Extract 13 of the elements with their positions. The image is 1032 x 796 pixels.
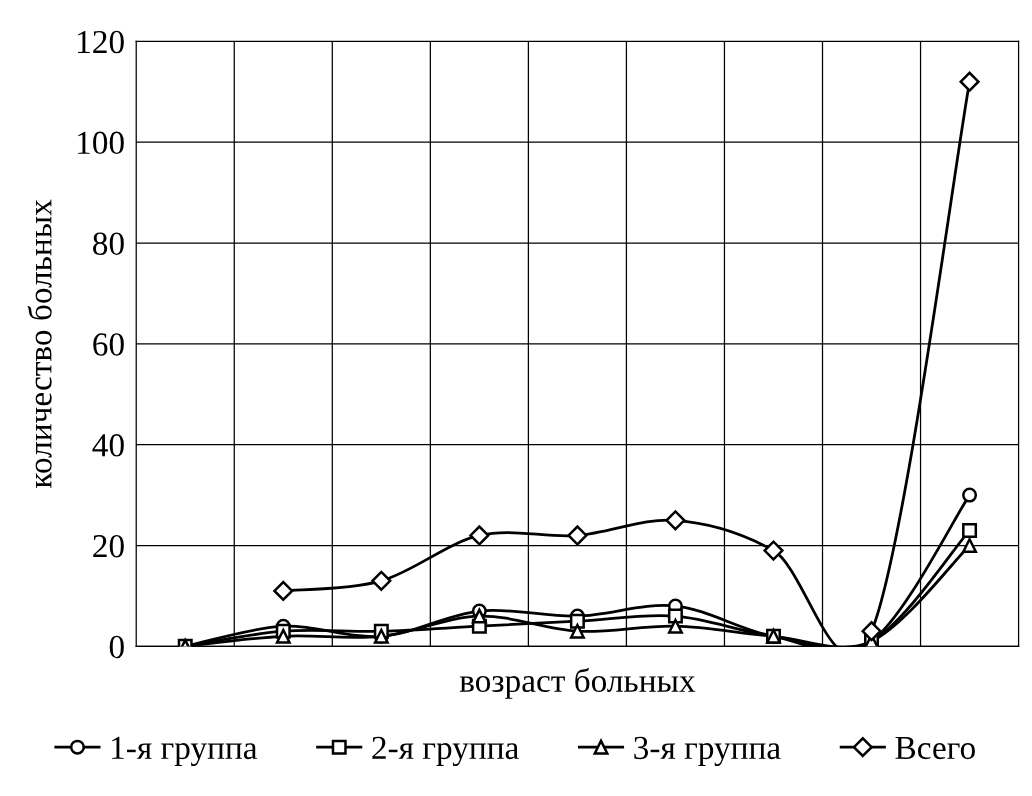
y-tick-label: 60 <box>93 333 124 356</box>
y-tick-label: 80 <box>93 232 124 255</box>
legend-label: Всего <box>895 736 975 760</box>
y-tick-label: 0 <box>109 635 124 659</box>
legend-label: 3-я группа <box>634 736 781 766</box>
legend-label: 1-я группа <box>112 736 258 766</box>
y-tick-label: 40 <box>92 434 124 457</box>
y-tick-label: 120 <box>78 30 124 54</box>
y-tick-label: 20 <box>93 534 124 558</box>
y-axis-title: количество больных <box>27 199 52 488</box>
y-tick-label: 100 <box>78 131 124 155</box>
legend-label: 2-я группа <box>372 736 519 766</box>
x-axis-title: возраст больных <box>459 667 696 699</box>
